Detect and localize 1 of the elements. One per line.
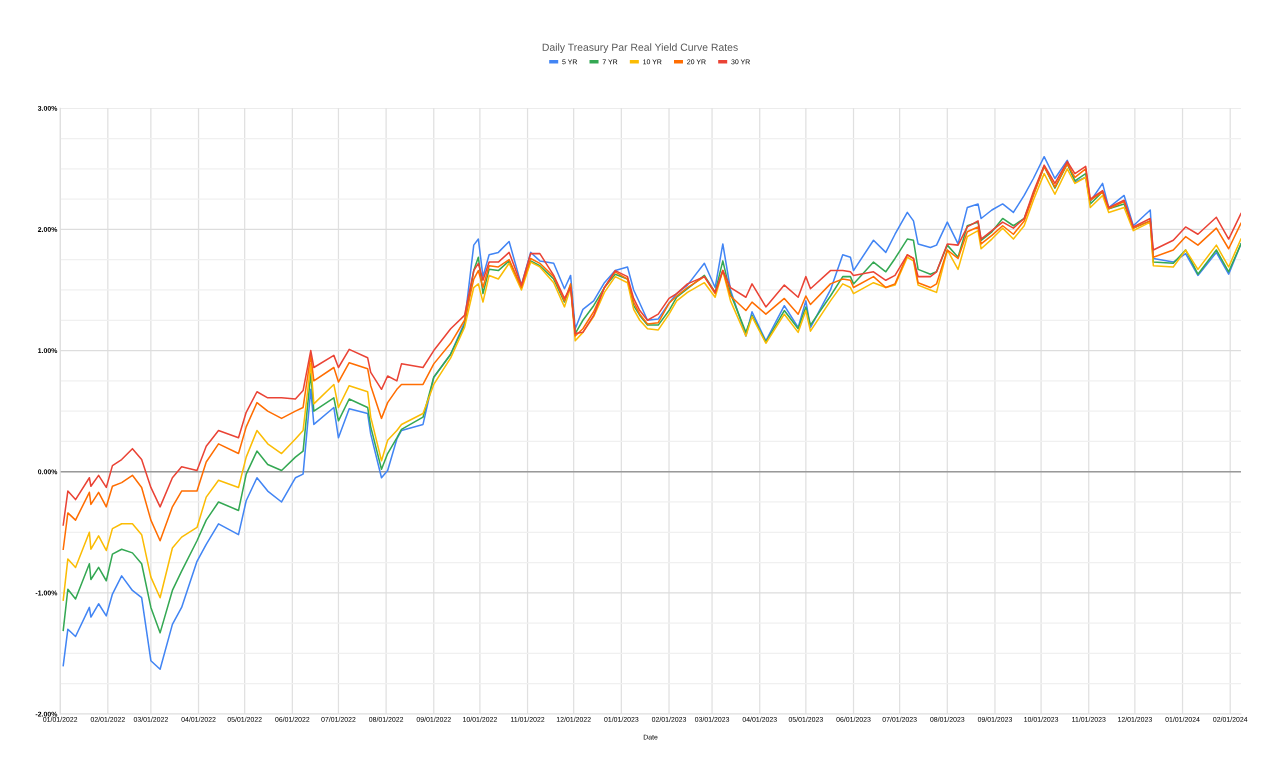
chart-title: Daily Treasury Par Real Yield Curve Rates: [542, 43, 738, 53]
